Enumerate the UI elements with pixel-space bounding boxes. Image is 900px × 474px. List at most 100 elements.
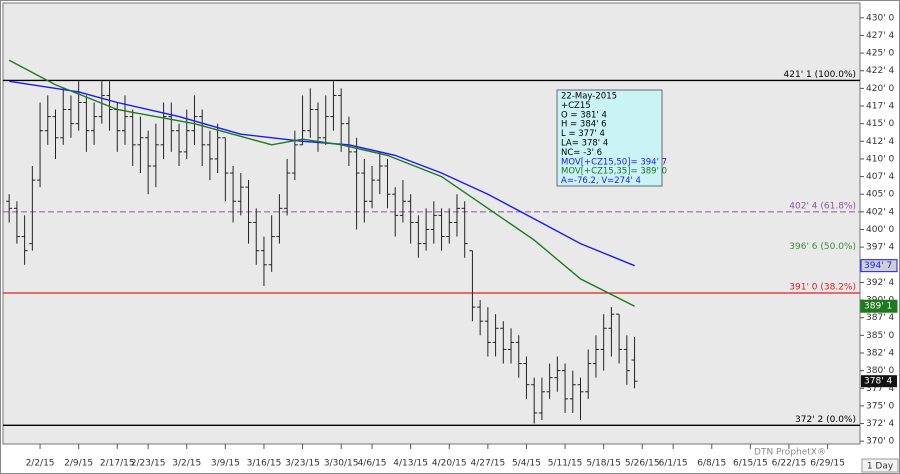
ohlc-bar: [307, 88, 314, 138]
ohlc-bar: [407, 194, 414, 244]
ohlc-bar: [338, 88, 345, 152]
ohlc-bar: [129, 109, 136, 166]
y-tick-label: 370' 0: [866, 437, 895, 447]
y-tick-label: 407' 4: [866, 172, 895, 182]
ohlc-bar: [91, 102, 98, 145]
ohlc-bar: [44, 95, 51, 145]
ohlc-bar: [484, 307, 491, 357]
y-tick-label: 392' 4: [866, 278, 895, 288]
y-tick-label: 415' 0: [866, 119, 895, 129]
ohlc-bar: [237, 173, 244, 216]
y-tick-label: 387' 4: [866, 313, 895, 323]
ohlc-bar: [75, 81, 82, 131]
info-line: 22-May-2015: [561, 92, 617, 102]
ohlc-bar: [29, 165, 36, 251]
ohlc-bar: [253, 208, 260, 265]
plot-area: [2, 2, 861, 445]
y-tick-label: 385' 0: [866, 331, 895, 341]
ohlc-bar: [83, 95, 90, 152]
x-tick-label: 5/4/15: [512, 459, 541, 469]
close-tag-box: [861, 375, 897, 388]
y-tick-label: 405' 0: [866, 190, 895, 200]
ohlc-bar: [461, 201, 468, 258]
ohlc-bar: [585, 349, 592, 399]
level-label: 391' 0 (38.2%): [789, 283, 856, 293]
ma-tag: 394' 7: [864, 261, 892, 271]
ma-tag-box: [860, 259, 898, 273]
ohlc-bar: [453, 194, 460, 237]
ohlc-bar: [245, 180, 252, 244]
y-tick-label: 397' 4: [866, 243, 895, 253]
y-tick-label: 382' 4: [866, 348, 895, 358]
ohlc-bar: [98, 81, 105, 124]
ma-tag-box: [860, 299, 898, 313]
x-tick-label: 6/29/15: [810, 459, 845, 469]
x-tick-label: 4/20/15: [432, 459, 467, 469]
interval-box: [861, 458, 899, 473]
interval-label: 1 Day: [867, 462, 894, 472]
x-tick-label: 4/27/15: [471, 459, 506, 469]
ohlc-bar: [531, 377, 538, 424]
ohlc-bar: [345, 116, 352, 166]
x-tick-label: 2/23/15: [131, 459, 166, 469]
ohlc-bar: [423, 208, 430, 251]
y-tick-label: 372' 4: [866, 419, 895, 429]
x-tick-label: 2/17/15: [100, 459, 135, 469]
ma-line: [9, 80, 635, 267]
x-tick-label: 5/18/15: [586, 459, 621, 469]
ohlc-bar: [562, 363, 569, 413]
ohlc-bar: [538, 377, 545, 421]
ohlc-bar: [291, 130, 298, 181]
ma-line: [8, 59, 635, 307]
ohlc-bar: [199, 109, 206, 166]
ohlc-bar: [21, 215, 28, 265]
y-tick-label: 410' 0: [866, 154, 895, 164]
ohlc-bar: [176, 123, 183, 166]
ohlc-bar: [500, 321, 507, 364]
ohlc-bar: [160, 102, 167, 159]
ohlc-bar: [600, 314, 607, 371]
ohlc-bar: [569, 370, 576, 413]
ohlc-bar: [52, 109, 59, 159]
ohlc-bar: [222, 137, 229, 202]
info-line: MOV[+CZ15,35]= 389' 0: [561, 167, 667, 177]
ohlc-bar: [260, 236, 267, 286]
x-tick-label: 3/9/15: [211, 459, 240, 469]
info-line: A=-76.2, V=274' 4: [561, 176, 641, 186]
ohlc-bar: [206, 130, 213, 181]
y-tick-label: 377' 4: [866, 384, 895, 394]
ma-tag: 389' 1: [864, 302, 892, 312]
level-label: 421' 1 (100.0%): [784, 70, 856, 80]
watermark: DTN ProphetX®: [754, 448, 826, 458]
ohlc-bar: [315, 102, 322, 152]
ohlc-bar: [214, 123, 221, 174]
x-tick-label: 4/6/15: [358, 459, 387, 469]
x-tick-label: 6/22/15: [772, 459, 807, 469]
ohlc-bar: [230, 165, 237, 223]
y-tick-label: 427' 4: [866, 31, 895, 41]
y-tick-label: 430' 0: [866, 13, 895, 23]
ohlc-bar: [515, 335, 522, 378]
ohlc-bar: [299, 95, 306, 146]
x-tick-label: 6/1/15: [659, 459, 688, 469]
ohlc-bar: [492, 314, 499, 357]
info-line: MOV[+CZ15,50]= 394' 7: [561, 157, 667, 167]
ohlc-bar: [37, 102, 44, 188]
ohlc-bar: [145, 130, 152, 195]
ohlc-bar: [322, 95, 329, 145]
ohlc-bar: [60, 88, 67, 145]
ohlc-bar: [469, 250, 476, 322]
info-line: L = 377' 4: [561, 129, 605, 139]
x-tick-label: 2/9/15: [64, 459, 93, 469]
y-tick-label: 412' 4: [866, 137, 895, 147]
y-tick-label: 402' 4: [866, 207, 895, 217]
level-label: 396' 6 (50.0%): [789, 242, 856, 252]
ohlc-bar: [183, 109, 190, 159]
y-tick-label: 425' 0: [866, 49, 895, 59]
y-tick-label: 422' 4: [866, 66, 895, 76]
x-tick-label: 2/2/15: [26, 459, 55, 469]
ohlc-bar: [616, 313, 623, 364]
info-box-bg: [556, 89, 663, 187]
ohlc-bar: [438, 208, 445, 251]
